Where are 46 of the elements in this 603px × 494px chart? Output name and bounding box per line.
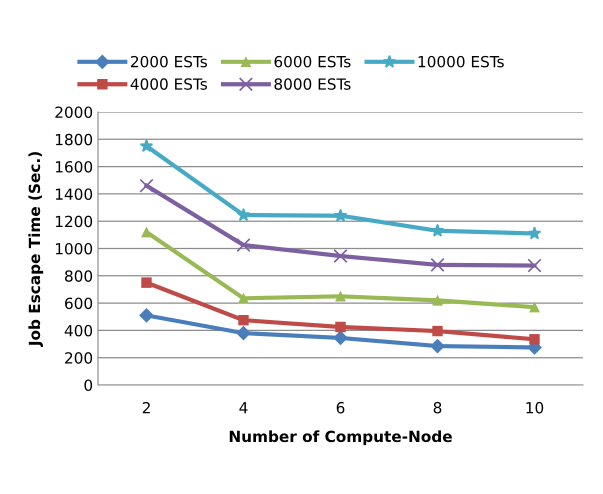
point xyxy=(528,226,542,240)
y-axis-title: Job Escape Time (Sec.) xyxy=(28,152,44,348)
point xyxy=(334,208,348,222)
point xyxy=(238,293,249,304)
y-tick-label: 600 xyxy=(65,298,92,310)
x-tick-label: 6 xyxy=(336,402,344,414)
point xyxy=(139,178,154,193)
point xyxy=(430,258,445,272)
point xyxy=(236,238,251,252)
y-tick-label: 400 xyxy=(64,324,92,336)
point xyxy=(140,139,154,152)
point xyxy=(238,314,249,326)
legend-label: 10000 ESTs xyxy=(418,56,504,68)
legend-label: 2000 ESTs xyxy=(130,56,207,68)
legend-label: 8000 ESTs xyxy=(274,78,351,90)
y-tick-label: 1200 xyxy=(56,216,92,228)
legend-label: 6000 ESTs xyxy=(274,56,351,68)
point xyxy=(527,258,542,273)
y-tick-label: 800 xyxy=(65,270,92,282)
y-tick-label: 1600 xyxy=(56,161,92,173)
x-tick-label: 2 xyxy=(142,402,150,414)
y-tick-label: 200 xyxy=(65,352,92,364)
point xyxy=(139,308,154,323)
y-tick-label: 1800 xyxy=(56,134,92,146)
point xyxy=(430,338,445,354)
point xyxy=(432,326,443,336)
point xyxy=(141,277,152,288)
y-tick-label: 0 xyxy=(84,379,92,392)
point xyxy=(236,326,251,340)
point xyxy=(236,208,250,221)
point xyxy=(141,226,152,238)
point xyxy=(529,302,540,312)
point xyxy=(432,295,443,306)
x-axis-title: Number of Compute-Node xyxy=(230,430,452,446)
x-tick-label: 10 xyxy=(526,402,544,414)
point xyxy=(335,322,346,332)
point xyxy=(529,334,540,344)
legend-label: 4000 ESTs xyxy=(130,78,207,90)
point xyxy=(335,291,346,302)
point xyxy=(333,248,348,264)
point xyxy=(333,330,348,346)
y-tick-label: 1400 xyxy=(56,188,92,200)
y-tick-label: 1000 xyxy=(56,242,92,255)
x-tick-label: 8 xyxy=(434,402,442,414)
y-tick-label: 2000 xyxy=(55,106,92,118)
x-tick-label: 4 xyxy=(239,402,248,414)
